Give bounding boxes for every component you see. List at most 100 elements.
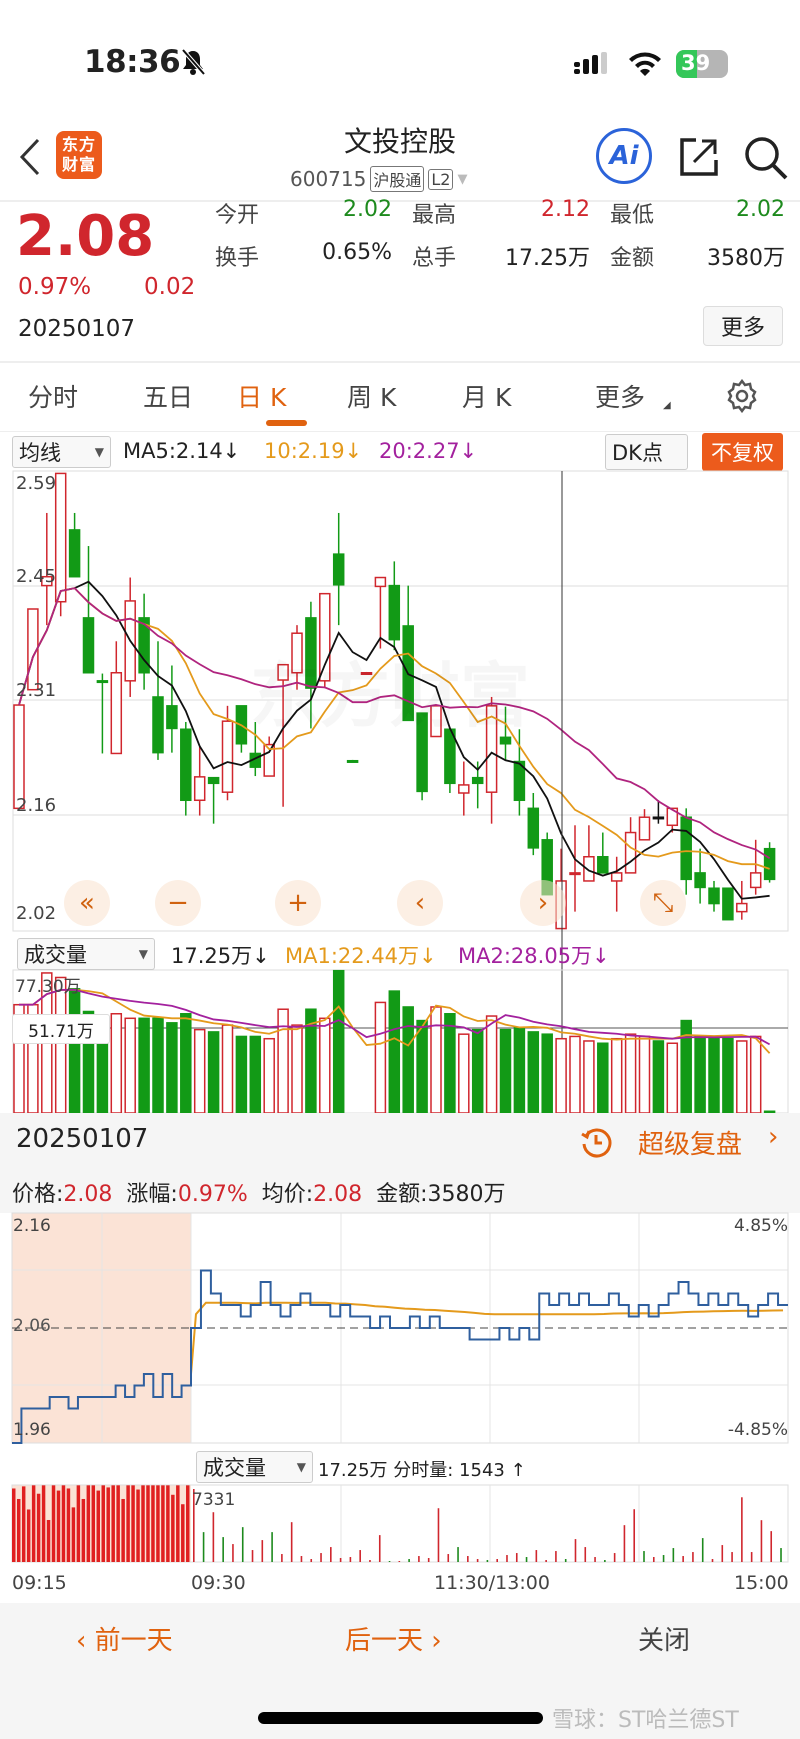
volume-bar bbox=[180, 1013, 192, 1114]
intraday-volume-bar bbox=[692, 1552, 694, 1562]
adjust-button[interactable]: 不复权 bbox=[702, 433, 783, 471]
super-replay-link[interactable]: 超级复盘 bbox=[638, 1130, 743, 1160]
tab-4[interactable]: 月 K bbox=[462, 383, 512, 412]
candle-body bbox=[610, 872, 623, 882]
candle bbox=[666, 807, 679, 833]
intraday-chart[interactable] bbox=[0, 0, 800, 1600]
prev-day-button[interactable]: ‹ 前一天 bbox=[76, 1626, 173, 1656]
intraday-volume-bar bbox=[408, 1559, 410, 1562]
indicator-selector[interactable]: 均线 ▼ bbox=[12, 436, 111, 468]
xueqiu-watermark: 雪球：ST哈兰德ST bbox=[552, 1708, 739, 1733]
next-day-button[interactable]: 后一天 › bbox=[345, 1626, 442, 1656]
tab-3[interactable]: 周 K bbox=[347, 383, 397, 412]
intraday-volume-bar bbox=[604, 1560, 606, 1562]
ai-button[interactable]: Ai bbox=[596, 128, 652, 184]
candle-body bbox=[180, 728, 192, 802]
intraday-volume-bar bbox=[594, 1557, 596, 1562]
change-percent: 0.97% bbox=[18, 274, 92, 300]
intraday-low-label: 1.96 bbox=[13, 1420, 51, 1440]
chart-nav-button-2[interactable]: + bbox=[275, 880, 321, 926]
intraday-volume-bar bbox=[271, 1532, 273, 1562]
back-icon[interactable] bbox=[18, 138, 42, 176]
intraday-volume-bar bbox=[212, 1512, 215, 1562]
premarket-volume-bar bbox=[61, 1485, 66, 1562]
intraday-volume-bar bbox=[633, 1509, 636, 1562]
ai-icon: Ai bbox=[609, 141, 639, 171]
more-tabs-caret-icon[interactable]: ◢ bbox=[663, 400, 671, 411]
intraday-volume-max: 7331 bbox=[192, 1490, 236, 1510]
candle-body bbox=[332, 553, 345, 586]
candle-body bbox=[27, 608, 39, 691]
chevron-down-icon: ▼ bbox=[296, 1460, 306, 1474]
intraday-volume-bar bbox=[780, 1548, 782, 1562]
intraday-volume-bar bbox=[300, 1556, 303, 1562]
search-icon[interactable] bbox=[742, 134, 790, 182]
volume-bar bbox=[305, 1008, 317, 1114]
candle-body bbox=[485, 705, 498, 793]
tab-0[interactable]: 分时 bbox=[28, 383, 79, 412]
candle-body bbox=[638, 816, 651, 841]
tab-1[interactable]: 五日 bbox=[143, 383, 194, 412]
premarket-volume-bar bbox=[76, 1485, 81, 1562]
intraday-info-row: 价格:2.08 涨幅:0.97% 均价:2.08 金额:3580万 bbox=[12, 1176, 506, 1208]
info-price: 价格:2.08 bbox=[12, 1182, 113, 1207]
detail-header-bg bbox=[0, 1113, 800, 1213]
dk-point-selector[interactable]: DK点 bbox=[605, 434, 688, 470]
stock-code-row[interactable]: 600715 沪股通 L2 ▼ bbox=[290, 166, 467, 192]
price-line bbox=[12, 1269, 788, 1444]
dropdown-icon[interactable]: ▼ bbox=[457, 171, 468, 187]
more-stats-button[interactable]: 更多 bbox=[703, 306, 783, 346]
close-button[interactable]: 关闭 bbox=[638, 1626, 691, 1656]
tab-2[interactable]: 日 K bbox=[237, 383, 287, 412]
info-change: 涨幅:0.97% bbox=[126, 1182, 248, 1207]
intraday-volume-bar bbox=[457, 1547, 459, 1562]
share-icon[interactable] bbox=[678, 136, 720, 178]
premarket-volume-bar bbox=[91, 1485, 96, 1562]
chart-nav-button-1[interactable]: − bbox=[155, 880, 201, 926]
stat-label: 换手 bbox=[215, 246, 260, 271]
intraday-volume-bar bbox=[427, 1558, 430, 1562]
home-indicator[interactable] bbox=[258, 1712, 543, 1724]
premarket-volume-bar bbox=[131, 1485, 135, 1562]
intraday-volume-bar bbox=[623, 1525, 626, 1562]
divider bbox=[0, 361, 800, 363]
candle bbox=[652, 800, 665, 824]
intraday-volume-bar bbox=[241, 1527, 244, 1562]
settings-gear-icon[interactable] bbox=[725, 379, 759, 413]
chart-nav-button-4[interactable]: › bbox=[520, 880, 566, 926]
candle bbox=[458, 761, 470, 816]
candle-body bbox=[305, 617, 317, 689]
candle-body bbox=[41, 575, 53, 587]
candle-body bbox=[666, 807, 679, 827]
candle-body bbox=[110, 672, 123, 755]
stat-value: 2.12 bbox=[541, 197, 590, 222]
premarket-volume-bar bbox=[161, 1485, 165, 1562]
volume-indicator-selector[interactable]: 成交量 ▼ bbox=[17, 938, 155, 970]
intraday-volume-bar bbox=[545, 1560, 547, 1562]
candle-body bbox=[722, 887, 734, 921]
intraday-volume-bar bbox=[515, 1553, 518, 1562]
chevron-left-icon: ‹ bbox=[76, 1626, 95, 1656]
candle-body bbox=[360, 672, 373, 676]
candle bbox=[638, 809, 651, 841]
candle bbox=[180, 721, 192, 816]
stat-value: 17.25万 bbox=[505, 246, 590, 271]
intraday-volume-selector[interactable]: 成交量 ▼ bbox=[196, 1451, 313, 1483]
intraday-volume-bar bbox=[672, 1548, 675, 1562]
premarket-volume-bar bbox=[31, 1485, 36, 1562]
candle bbox=[263, 736, 275, 777]
chevron-right-icon[interactable]: › bbox=[768, 1122, 779, 1152]
chart-nav-button-5[interactable]: ⤡ bbox=[640, 880, 686, 926]
signal-icon bbox=[574, 52, 607, 74]
candle-body bbox=[68, 529, 81, 578]
candle-body bbox=[694, 872, 706, 889]
chart-nav-button-0[interactable]: « bbox=[64, 880, 110, 926]
candle bbox=[416, 712, 428, 801]
tab-5[interactable]: 更多 bbox=[595, 383, 646, 412]
wifi-icon bbox=[629, 52, 661, 76]
chart-nav-button-3[interactable]: ‹ bbox=[397, 880, 443, 926]
premarket-volume-bar bbox=[186, 1485, 190, 1562]
intraday-high-label: 2.16 bbox=[13, 1216, 51, 1236]
history-clock-icon[interactable] bbox=[580, 1126, 612, 1158]
chevron-right-icon: › bbox=[423, 1626, 442, 1656]
